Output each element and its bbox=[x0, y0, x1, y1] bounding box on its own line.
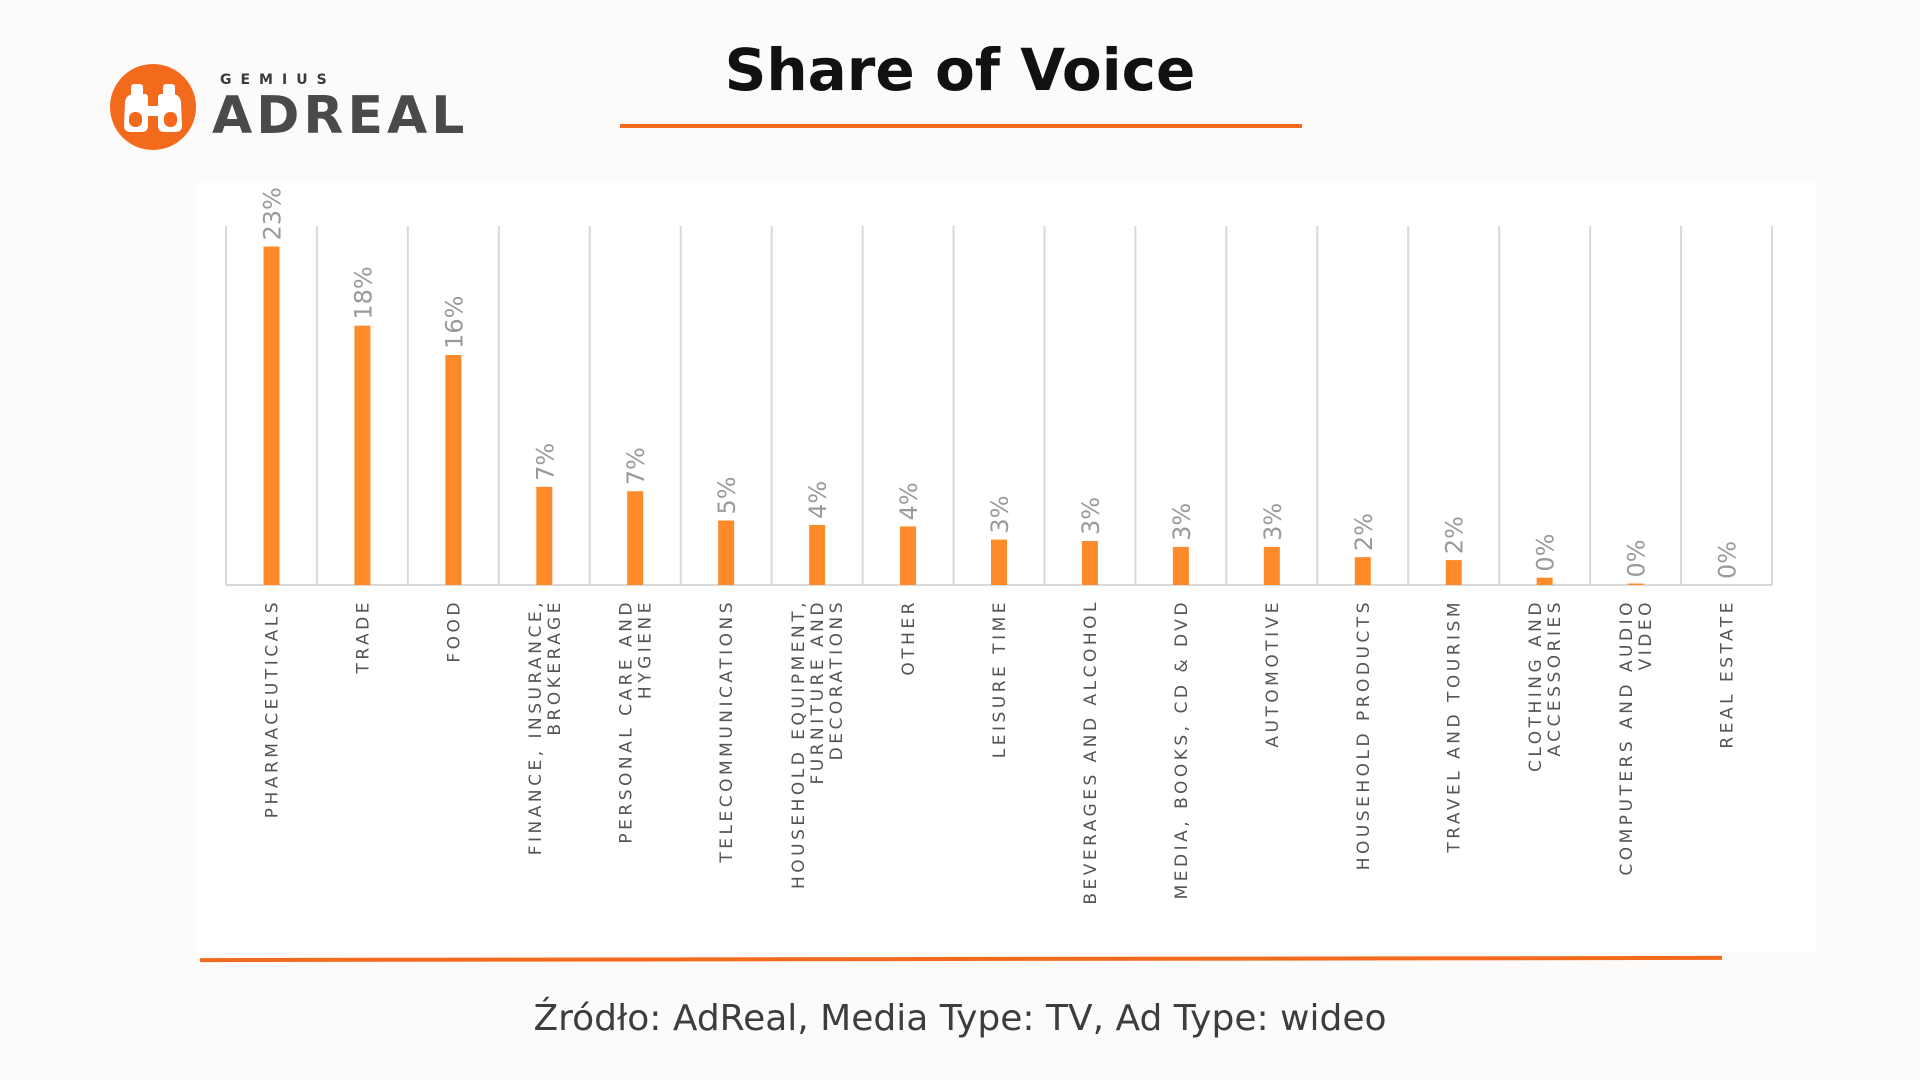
bar bbox=[1445, 560, 1462, 585]
category-label: TELECOMMUNICATIONS bbox=[717, 599, 737, 864]
category-label: CLOTHING AND bbox=[1526, 599, 1546, 772]
category-label: FURNITURE AND bbox=[808, 599, 828, 784]
bar bbox=[1354, 557, 1371, 585]
data-label: 3% bbox=[986, 495, 1014, 533]
data-label: 2% bbox=[1350, 513, 1378, 551]
binoculars-icon bbox=[124, 84, 182, 132]
data-label: 18% bbox=[349, 266, 377, 319]
data-label: 3% bbox=[1168, 503, 1196, 541]
logo-brand-small: GEMIUS bbox=[220, 72, 336, 88]
category-label: BROKERAGE bbox=[545, 599, 565, 736]
bar bbox=[1081, 541, 1098, 585]
share-of-voice-chart: 23% PHARMACEUTICALS 18% TRADE 16% FOOD 7% FINAN… bbox=[225, 187, 1773, 905]
category-label: PHARMACEUTICALS bbox=[262, 599, 282, 818]
category-label: HOUSEHOLD EQUIPMENT, bbox=[789, 599, 809, 889]
category-label: TRAVEL AND TOURISM bbox=[1445, 599, 1465, 854]
page-title: Share of Voice bbox=[724, 36, 1196, 104]
category-label: AUTOMOTIVE bbox=[1263, 599, 1283, 748]
data-label: 16% bbox=[440, 296, 468, 349]
category-label: PERSONAL CARE AND bbox=[617, 599, 637, 844]
bar bbox=[354, 325, 371, 585]
bar bbox=[809, 524, 826, 585]
data-label: 0% bbox=[1714, 541, 1742, 579]
bar bbox=[1627, 583, 1644, 585]
category-label: TRADE bbox=[353, 599, 373, 674]
data-label: 5% bbox=[713, 476, 741, 514]
category-label: HYGIENE bbox=[636, 599, 656, 699]
bar bbox=[1263, 546, 1280, 585]
category-label: LEISURE TIME bbox=[990, 599, 1010, 758]
bar bbox=[718, 520, 735, 585]
data-label: 4% bbox=[804, 481, 832, 519]
category-label: FINANCE, INSURANCE, bbox=[526, 599, 546, 855]
bar bbox=[900, 526, 917, 585]
chart-panel: 23% PHARMACEUTICALS 18% TRADE 16% FOOD 7% FINAN… bbox=[196, 182, 1816, 952]
bar bbox=[991, 539, 1007, 585]
category-label: HOUSEHOLD PRODUCTS bbox=[1354, 599, 1374, 870]
bar bbox=[1172, 546, 1189, 585]
data-label: 0% bbox=[1623, 539, 1651, 577]
data-label: 2% bbox=[1441, 516, 1469, 554]
data-label: 3% bbox=[1259, 503, 1287, 541]
data-label: 7% bbox=[622, 447, 650, 485]
bar bbox=[1536, 577, 1553, 585]
data-label: 3% bbox=[1077, 497, 1105, 535]
title-underline bbox=[620, 124, 1302, 128]
category-label: BEVERAGES AND ALCOHOL bbox=[1081, 599, 1101, 905]
data-label: 0% bbox=[1532, 534, 1560, 572]
footer-divider bbox=[199, 955, 1723, 963]
bar bbox=[445, 354, 462, 585]
category-label: COMPUTERS AND AUDIO bbox=[1617, 599, 1637, 876]
data-label: 7% bbox=[531, 443, 559, 481]
category-label: ACCESSORIES bbox=[1545, 599, 1565, 757]
logo: GEMIUS ADREAL bbox=[110, 64, 468, 150]
bar bbox=[627, 491, 644, 585]
logo-badge bbox=[110, 64, 196, 150]
category-label: DECORATIONS bbox=[827, 599, 847, 760]
bar bbox=[536, 486, 553, 585]
category-label: MEDIA, BOOKS, CD & DVD bbox=[1172, 599, 1192, 899]
category-label: FOOD bbox=[444, 599, 464, 663]
data-label: 23% bbox=[258, 187, 286, 240]
logo-brand-name: ADREAL bbox=[212, 86, 469, 146]
category-label: REAL ESTATE bbox=[1718, 599, 1738, 749]
data-label: 4% bbox=[895, 482, 923, 520]
category-label: VIDEO bbox=[1636, 599, 1656, 670]
source-note: Źródło: AdReal, Media Type: TV, Ad Type:… bbox=[533, 998, 1387, 1039]
bar bbox=[263, 246, 280, 585]
category-label: OTHER bbox=[899, 599, 919, 676]
